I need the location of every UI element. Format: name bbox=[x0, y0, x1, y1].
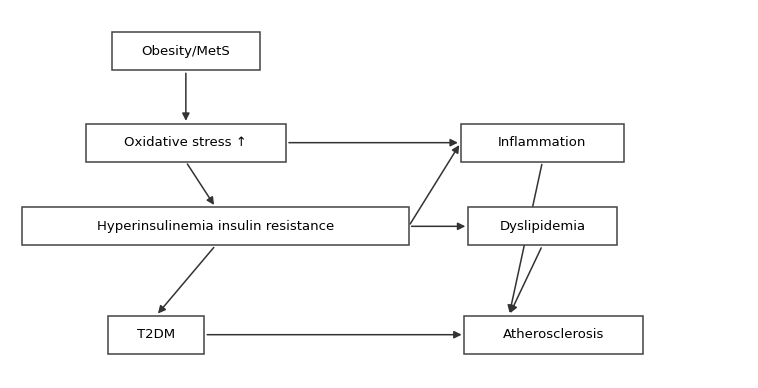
FancyBboxPatch shape bbox=[111, 33, 260, 71]
Text: Dyslipidemia: Dyslipidemia bbox=[500, 220, 585, 233]
FancyBboxPatch shape bbox=[86, 124, 286, 162]
Text: Inflammation: Inflammation bbox=[498, 136, 587, 149]
FancyBboxPatch shape bbox=[23, 207, 409, 245]
Text: Hyperinsulinemia insulin resistance: Hyperinsulinemia insulin resistance bbox=[97, 220, 334, 233]
Text: Obesity/MetS: Obesity/MetS bbox=[142, 45, 230, 58]
FancyBboxPatch shape bbox=[468, 207, 617, 245]
Text: Oxidative stress ↑: Oxidative stress ↑ bbox=[124, 136, 247, 149]
Text: Atherosclerosis: Atherosclerosis bbox=[503, 328, 604, 341]
FancyBboxPatch shape bbox=[465, 316, 643, 354]
Text: T2DM: T2DM bbox=[137, 328, 175, 341]
FancyBboxPatch shape bbox=[108, 316, 205, 354]
FancyBboxPatch shape bbox=[461, 124, 624, 162]
